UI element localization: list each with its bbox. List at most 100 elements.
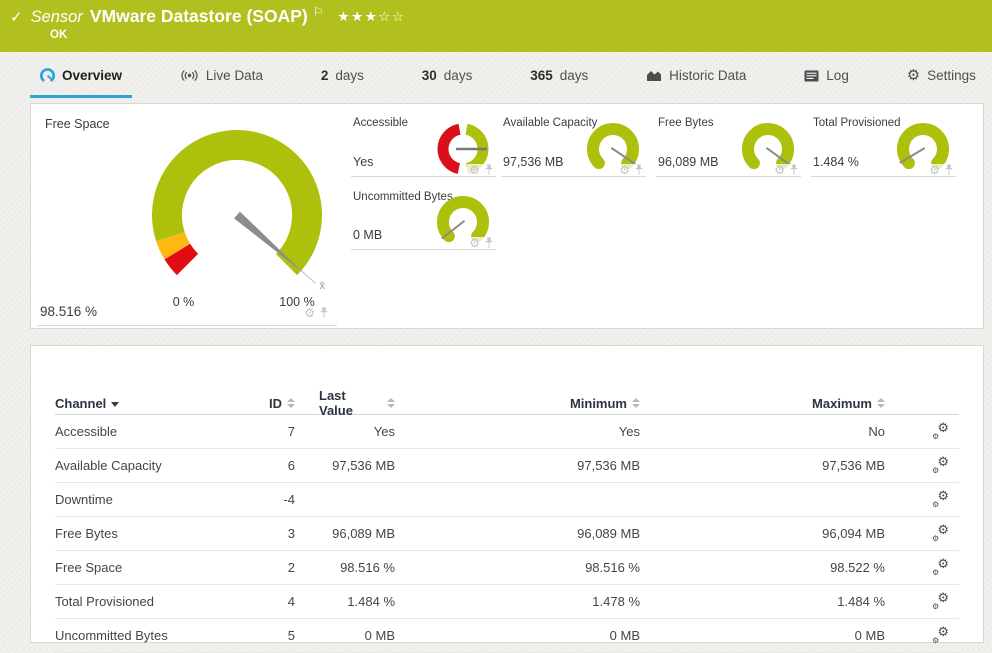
cell-actions: ⚙⚙ — [885, 526, 959, 541]
tab-log[interactable]: Log — [794, 56, 859, 98]
pin-icon[interactable] — [634, 164, 644, 176]
average-marker: x̄ — [320, 280, 326, 292]
cell-id: 4 — [245, 594, 295, 609]
cell-id: 7 — [245, 424, 295, 439]
tab-2-days[interactable]: 2 days — [311, 56, 374, 98]
channel-settings-icon[interactable]: ⚙⚙ — [932, 424, 949, 439]
cell-minimum: 96,089 MB — [395, 526, 640, 541]
gauge-value: 1.484 % — [813, 155, 859, 169]
page-title: VMware Datastore (SOAP) — [90, 6, 308, 27]
channel-settings-icon[interactable]: ⚙⚙ — [932, 594, 949, 609]
cell-maximum: No — [640, 424, 885, 439]
channel-settings-icon[interactable]: ⚙⚙ — [932, 492, 949, 507]
table-header: Channel ID Last Value Minimum Maximum — [55, 388, 959, 415]
table-row[interactable]: Free Space298.516 %98.516 %98.522 %⚙⚙ — [55, 551, 959, 585]
table-row[interactable]: Downtime-4⚙⚙ — [55, 483, 959, 517]
pin-icon[interactable] — [944, 164, 954, 176]
channel-settings-icon[interactable]: ⚙⚙ — [932, 458, 949, 473]
star-icon[interactable]: ★ — [337, 9, 351, 24]
total-provisioned-gauge-cell[interactable]: Total Provisioned 1.484 % ⚙ — [811, 104, 956, 177]
accessible-gauge-cell[interactable]: Accessible Yes ⚙ — [351, 104, 496, 177]
star-icon[interactable]: ★ — [365, 9, 379, 24]
cell-last-value: 97,536 MB — [295, 458, 395, 473]
tab-label: Live Data — [206, 68, 263, 83]
channel-settings-icon[interactable]: ⚙⚙ — [932, 526, 949, 541]
free-bytes-gauge-cell[interactable]: Free Bytes 96,089 MB ⚙ — [656, 104, 801, 177]
gear-icon[interactable]: ⚙ — [929, 164, 940, 176]
table-row[interactable]: Free Bytes396,089 MB96,089 MB96,094 MB⚙⚙ — [55, 517, 959, 551]
sort-icon — [877, 398, 885, 408]
status-badge: OK — [50, 29, 67, 41]
cell-id: 2 — [245, 560, 295, 575]
tab-historic-data[interactable]: Historic Data — [636, 56, 756, 98]
gauge-value: 97,536 MB — [503, 155, 563, 169]
status-check-icon: ✓ — [10, 8, 23, 26]
tab-bar: Overview Live Data 2 days 30 days 365 da… — [30, 56, 986, 98]
table-body: Accessible7YesYesNo⚙⚙Available Capacity6… — [55, 415, 959, 653]
cell-maximum: 98.522 % — [640, 560, 885, 575]
gauge-value: 96,089 MB — [658, 155, 718, 169]
table-row[interactable]: Uncommitted Bytes50 MB0 MB0 MB⚙⚙ — [55, 619, 959, 653]
tab-label: Settings — [927, 68, 976, 83]
gear-icon[interactable]: ⚙ — [469, 237, 480, 249]
gear-icon[interactable]: ⚙ — [469, 164, 480, 176]
historic-data-icon — [646, 69, 662, 82]
tab-number: 30 — [422, 68, 437, 83]
gear-icon[interactable]: ⚙ — [774, 164, 785, 176]
divider — [37, 325, 337, 326]
table-row[interactable]: Available Capacity697,536 MB97,536 MB97,… — [55, 449, 959, 483]
cell-channel: Available Capacity — [55, 458, 245, 473]
column-maximum[interactable]: Maximum — [640, 396, 885, 411]
tab-label: Log — [826, 68, 849, 83]
table-row[interactable]: Total Provisioned41.484 %1.478 %1.484 %⚙… — [55, 585, 959, 619]
pin-icon[interactable] — [789, 164, 799, 176]
cell-last-value: 1.484 % — [295, 594, 395, 609]
priority-flag-icon[interactable]: ⚐ — [313, 5, 324, 19]
settings-gear-icon: ⚙ — [907, 68, 920, 83]
cell-maximum: 0 MB — [640, 628, 885, 643]
free-space-gauge-cell[interactable]: Free Space x̄ 0 % 100 % 98.516 % ⚙ — [31, 104, 349, 330]
tab-label: Overview — [62, 68, 122, 83]
column-last-value[interactable]: Last Value — [295, 388, 395, 418]
available-capacity-gauge-cell[interactable]: Available Capacity 97,536 MB ⚙ — [501, 104, 646, 177]
tab-live-data[interactable]: Live Data — [170, 56, 273, 98]
tab-365-days[interactable]: 365 days — [520, 56, 598, 98]
tab-overview[interactable]: Overview — [30, 56, 132, 98]
gauge-min-label: 0 % — [161, 295, 206, 309]
object-kind-label: Sensor — [31, 8, 83, 27]
cell-actions: ⚙⚙ — [885, 594, 959, 609]
gear-icon: ⚙ — [932, 603, 939, 611]
star-icon[interactable]: ★ — [351, 9, 365, 24]
pin-icon[interactable] — [319, 307, 329, 319]
channel-settings-icon[interactable]: ⚙⚙ — [932, 560, 949, 575]
gauges-panel: Free Space x̄ 0 % 100 % 98.516 % ⚙ Acces… — [30, 103, 984, 329]
channel-table: Channel ID Last Value Minimum Maximum Ac… — [55, 388, 959, 653]
sort-icon — [287, 398, 295, 408]
column-id[interactable]: ID — [245, 396, 295, 411]
column-minimum[interactable]: Minimum — [395, 396, 640, 411]
pin-icon[interactable] — [484, 237, 494, 249]
tab-settings[interactable]: ⚙ Settings — [897, 56, 986, 98]
tab-30-days[interactable]: 30 days — [412, 56, 483, 98]
cell-actions: ⚙⚙ — [885, 560, 959, 575]
cell-id: 6 — [245, 458, 295, 473]
column-channel[interactable]: Channel — [55, 396, 245, 411]
star-rating[interactable]: ★★★☆☆ — [337, 9, 405, 25]
cell-channel: Free Bytes — [55, 526, 245, 541]
uncommitted-bytes-gauge-cell[interactable]: Uncommitted Bytes 0 MB ⚙ — [351, 185, 496, 250]
star-icon[interactable]: ☆ — [378, 9, 392, 24]
cell-minimum: 97,536 MB — [395, 458, 640, 473]
cell-actions: ⚙⚙ — [885, 628, 959, 643]
gear-icon[interactable]: ⚙ — [619, 164, 630, 176]
table-row[interactable]: Accessible7YesYesNo⚙⚙ — [55, 415, 959, 449]
pin-icon[interactable] — [484, 164, 494, 176]
gauge-value: 98.516 % — [40, 304, 97, 319]
channel-settings-icon[interactable]: ⚙⚙ — [932, 628, 949, 643]
cell-channel: Total Provisioned — [55, 594, 245, 609]
cell-actions: ⚙⚙ — [885, 424, 959, 439]
live-data-icon — [180, 69, 199, 82]
gear-icon[interactable]: ⚙ — [304, 307, 315, 319]
cell-minimum: 0 MB — [395, 628, 640, 643]
star-icon[interactable]: ☆ — [392, 9, 406, 24]
cell-last-value: 98.516 % — [295, 560, 395, 575]
